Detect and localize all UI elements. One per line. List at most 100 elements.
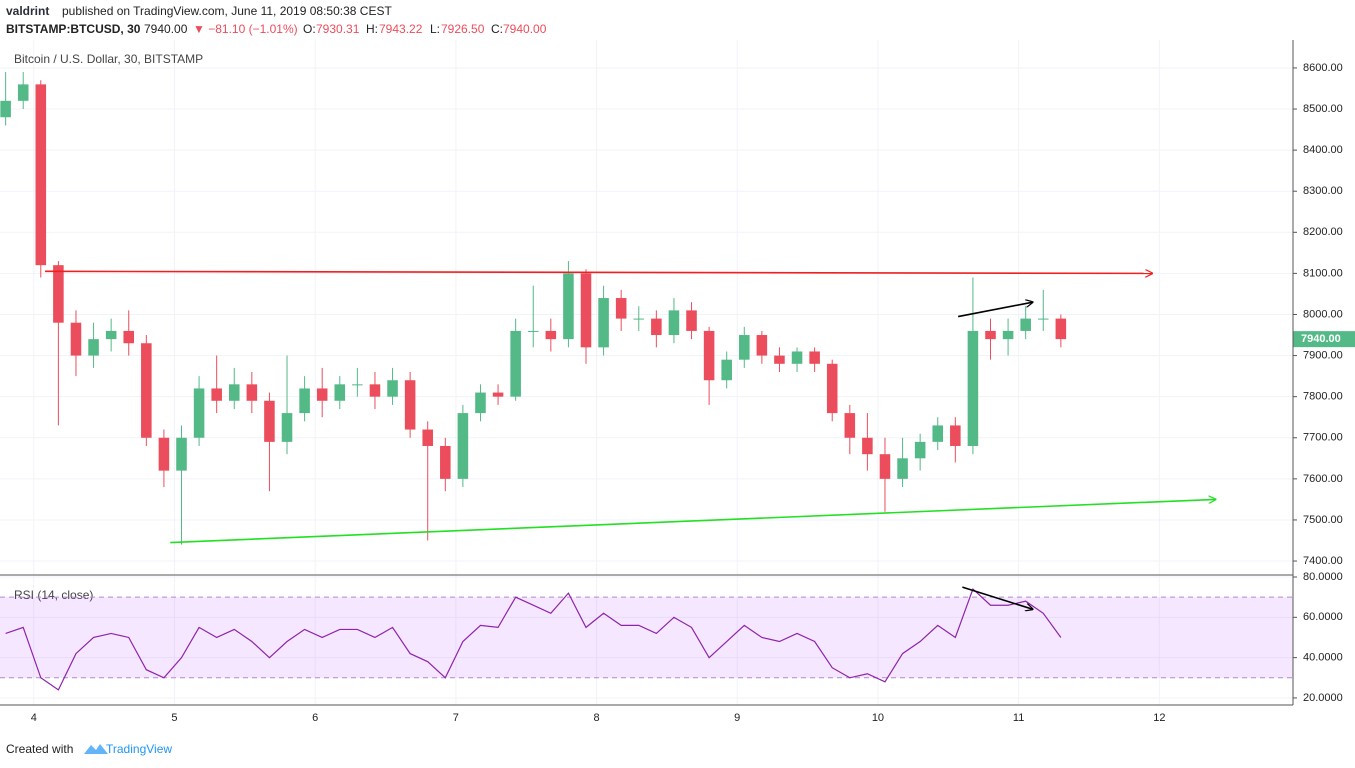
rsi-band: [0, 597, 1293, 678]
candle-body: [897, 458, 908, 479]
candle-body: [492, 392, 504, 397]
candle-body: [35, 84, 47, 266]
y-tick-label: 20.0000: [1303, 692, 1343, 704]
trend-line: [45, 271, 1152, 273]
candle-body: [791, 351, 803, 364]
candle-body: [281, 413, 293, 442]
candle-body: [422, 429, 433, 446]
candle-body: [580, 273, 592, 348]
y-tick-label: 8100.00: [1303, 267, 1343, 279]
candle-body: [334, 384, 346, 401]
candle-body: [527, 330, 539, 332]
candle-body: [299, 388, 310, 414]
change: ▼ −81.10 (−1.01%): [193, 22, 298, 36]
candle-body: [1002, 330, 1014, 340]
y-tick-label: 40.0000: [1303, 652, 1343, 664]
x-tick-label: 8: [593, 712, 599, 724]
candle-body: [105, 330, 117, 340]
candle-body: [17, 84, 29, 101]
candle-body: [53, 265, 64, 323]
footer-created: Created with: [6, 742, 73, 756]
candle-body: [615, 298, 627, 319]
candle-body: [633, 318, 645, 320]
l-key: L:: [430, 22, 440, 36]
candle-body: [510, 330, 521, 397]
candle-body: [228, 384, 240, 401]
candle-body: [1037, 318, 1049, 320]
panel-title: RSI (14, close): [14, 588, 93, 602]
panel: 7400.00 7500.00 7600.00 7700.00 7800.00 7900.…: [0, 40, 1355, 576]
candle-body: [686, 310, 697, 331]
y-tick-label: 7900.00: [1303, 349, 1343, 361]
candle-body: [545, 330, 557, 340]
symbol: BITSTAMP:BTCUSD, 30: [6, 22, 141, 36]
x-tick-label: 7: [453, 712, 459, 724]
candle-body: [703, 330, 715, 381]
y-tick-label: 7600.00: [1303, 473, 1343, 485]
candle-body: [123, 330, 135, 344]
candle-body: [316, 388, 328, 401]
publisher: valdrint: [6, 4, 49, 18]
candle-body: [967, 330, 979, 446]
y-tick-label: 8200.00: [1303, 226, 1343, 238]
candle-body: [440, 445, 451, 479]
y-tick-label: 8000.00: [1303, 308, 1343, 320]
candle-body: [932, 425, 944, 442]
y-tick-label: 60.0000: [1303, 611, 1343, 623]
candle-body: [563, 273, 574, 340]
candle-body: [264, 400, 275, 442]
candle-body: [475, 392, 486, 414]
candle-body: [914, 441, 926, 459]
candle-body: [352, 384, 363, 386]
candle-body: [70, 322, 82, 356]
x-tick-label: 10: [872, 712, 884, 724]
last-price-box: [1293, 331, 1355, 348]
candle-body: [985, 330, 996, 340]
h-value: 7943.22: [379, 22, 423, 36]
y-tick-label: 8500.00: [1303, 103, 1343, 115]
l-value: 7926.50: [441, 22, 485, 36]
candle-body: [1020, 318, 1031, 331]
panel-title: Bitcoin / U.S. Dollar, 30, BITSTAMP: [14, 52, 203, 66]
candle-body: [246, 384, 258, 401]
h-key: H:: [366, 22, 378, 36]
candle-body: [457, 413, 469, 479]
trend-line: [962, 586, 1032, 609]
candle-body: [598, 298, 609, 348]
price: 7940.00: [144, 22, 188, 36]
x-tick-label: 12: [1153, 712, 1165, 724]
candle-body: [844, 413, 856, 438]
candle-body: [0, 100, 11, 118]
candle-body: [141, 343, 152, 438]
y-tick-label: 7400.00: [1303, 555, 1343, 567]
x-tick-label: 6: [312, 712, 318, 724]
candle-body: [668, 310, 680, 336]
panel: 20.0000 40.0000 60.0000 80.0000 RSI (14, clo…: [0, 571, 1343, 724]
tv-logo: [84, 744, 108, 754]
x-tick-label: 4: [31, 712, 37, 724]
trend-line: [170, 499, 1215, 544]
o-key: O:: [303, 22, 316, 36]
candle-body: [862, 437, 873, 455]
candle-body: [176, 437, 187, 471]
y-tick-label: 8300.00: [1303, 185, 1343, 197]
candle-body: [404, 380, 416, 430]
candle-body: [739, 335, 750, 360]
candle-body: [88, 339, 99, 356]
candle-body: [809, 351, 820, 364]
y-tick-label: 7800.00: [1303, 391, 1343, 403]
candle-body: [721, 359, 732, 381]
candle-body: [756, 335, 768, 356]
candle-body: [651, 318, 662, 336]
y-tick-label: 80.0000: [1303, 571, 1343, 583]
footer-brand: TradingView: [106, 742, 172, 756]
trend-line: [957, 302, 1033, 318]
last-price-label: 7940.00: [1301, 333, 1341, 345]
candle-body: [387, 380, 398, 397]
candle-body: [826, 363, 838, 414]
candle-body: [774, 355, 785, 364]
c-value: 7940.00: [503, 22, 547, 36]
x-tick-label: 5: [171, 712, 177, 724]
